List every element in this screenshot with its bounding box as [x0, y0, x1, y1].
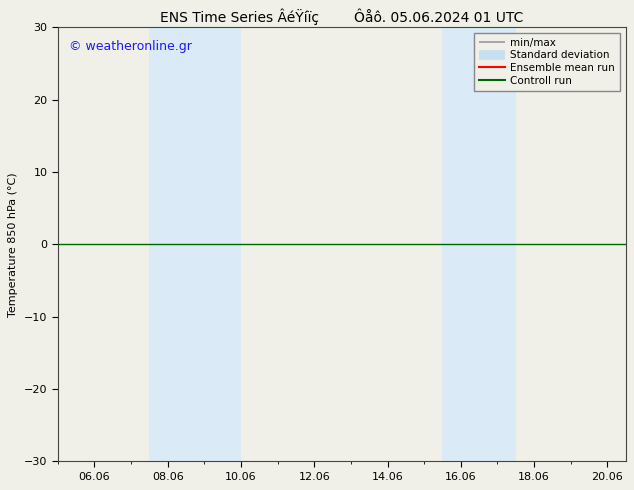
Text: © weatheronline.gr: © weatheronline.gr — [69, 40, 192, 53]
Y-axis label: Temperature 850 hPa (°C): Temperature 850 hPa (°C) — [8, 172, 18, 317]
Bar — [150, 27, 241, 461]
Bar — [443, 27, 515, 461]
Legend: min/max, Standard deviation, Ensemble mean run, Controll run: min/max, Standard deviation, Ensemble me… — [474, 33, 621, 91]
Title: ENS Time Series ÂéŸíïç        Ôåô. 05.06.2024 01 UTC: ENS Time Series ÂéŸíïç Ôåô. 05.06.2024 0… — [160, 8, 524, 25]
